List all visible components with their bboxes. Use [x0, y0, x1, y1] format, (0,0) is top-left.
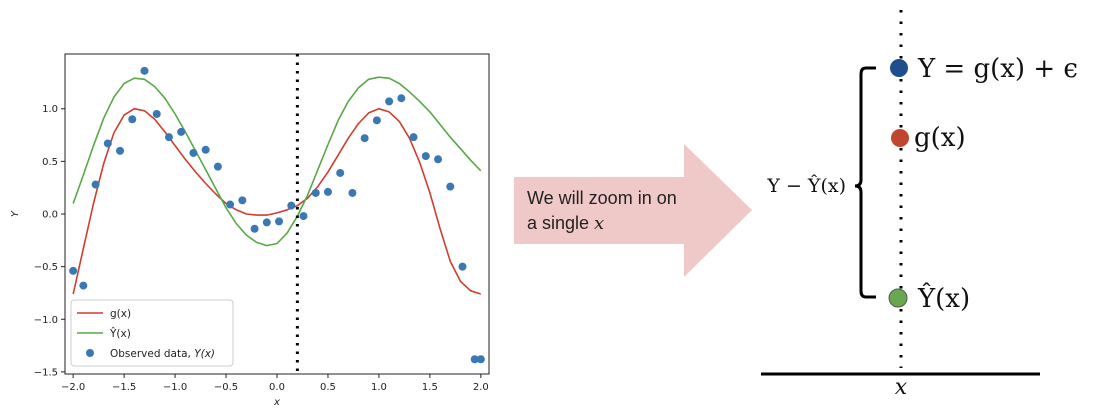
x-tick-label: 0.0	[269, 382, 285, 393]
legend-box	[70, 299, 234, 367]
observed-point	[323, 187, 332, 196]
zoom-arrow-text: We will zoom in on a single x	[527, 186, 727, 236]
observed-point	[476, 355, 485, 364]
yhat-label: Ŷ(x)	[917, 282, 970, 314]
observed-point	[262, 218, 271, 227]
observed-point	[372, 116, 381, 125]
observed-point	[360, 134, 369, 143]
observed-point	[164, 133, 173, 142]
arrow-text-line2: a single x	[527, 213, 605, 234]
observed-point	[116, 146, 125, 155]
y-observed-dot	[890, 59, 908, 77]
scatter-chart: −2.0 −1.5 −1.0 −0.5 0.0 0.5 1.0 1.5 2.0 −1.5−1.0…	[10, 53, 490, 408]
observed-point	[311, 188, 320, 197]
observed-point	[103, 139, 112, 148]
series-layer	[69, 66, 485, 364]
observed-point	[177, 127, 186, 136]
difference-brace	[854, 66, 876, 299]
x-tick-label: −1.0	[163, 382, 187, 393]
observed-point	[128, 115, 137, 124]
observed-point	[79, 281, 88, 290]
x-tick-label: −0.5	[214, 382, 238, 393]
y-axis-ticks: −1.5 −1.0 −0.5 0.0 0.5 1.0	[34, 104, 65, 378]
observed-point	[140, 66, 149, 75]
g-label: g(x)	[914, 123, 966, 153]
observed-point	[201, 145, 210, 154]
observed-point	[446, 182, 455, 191]
x-tick-label: −2.0	[61, 382, 85, 393]
legend-observed-swatch	[86, 349, 94, 357]
observed-point	[299, 212, 308, 221]
y-tick-label: 0.5	[42, 157, 58, 168]
g-dot	[891, 129, 909, 147]
y-tick-label: 1.0	[42, 104, 58, 115]
arrow-text-line1: We will zoom in on	[527, 188, 677, 208]
g-curve	[72, 107, 482, 295]
observed-point	[69, 266, 78, 275]
observed-point	[470, 355, 479, 364]
x-tick-label: −1.5	[112, 382, 136, 393]
observed-point	[287, 201, 296, 210]
observed-point	[189, 148, 198, 157]
observed-point	[409, 133, 418, 142]
legend-yhat-label: Ŷ(x)	[109, 327, 131, 340]
observed-point	[397, 94, 406, 103]
x-tick-label: 0.5	[320, 382, 336, 393]
observed-point	[348, 188, 357, 197]
observed-point	[434, 155, 443, 164]
x-tick-label: 1.0	[371, 382, 387, 393]
observed-point	[91, 180, 100, 189]
observed-point	[275, 217, 284, 226]
observed-point	[238, 196, 247, 205]
observed-point	[213, 162, 222, 171]
y-tick-label: −0.5	[34, 262, 58, 273]
observed-point	[250, 224, 259, 233]
x-tick-label: 1.5	[422, 382, 438, 393]
observed-point	[336, 168, 345, 177]
x-axis-ticks: −2.0 −1.5 −1.0 −0.5 0.0 0.5 1.0 1.5 2.0	[61, 374, 489, 393]
yhat-curve	[72, 76, 482, 247]
zoom-arrow-shape	[514, 144, 752, 277]
observed-point	[385, 97, 394, 106]
legend-observed-label: Observed data, Y(x)	[110, 348, 215, 360]
brace-label: Y − Ŷ(x)	[766, 174, 846, 197]
observed-point	[226, 200, 235, 209]
observed-point	[458, 262, 467, 271]
x-axis-label: x	[273, 397, 280, 408]
y-tick-label: −1.5	[34, 367, 58, 378]
observed-point	[421, 152, 430, 161]
legend-g-label: g(x)	[110, 308, 131, 320]
zoom-x-label: x	[895, 375, 908, 400]
zoom-diagram: x Y − Ŷ(x) Y = g(x) + ϵ g(x) Ŷ(x)	[761, 10, 1078, 400]
y-axis-label: Y	[10, 210, 21, 217]
observed-point	[152, 110, 161, 118]
legend: g(x) Ŷ(x) Observed data, Y(x)	[70, 299, 234, 367]
yhat-dot	[888, 288, 908, 308]
y-tick-label: −1.0	[34, 315, 58, 326]
y-tick-label: 0.0	[42, 210, 58, 221]
y-equation-label: Y = g(x) + ϵ	[917, 54, 1078, 84]
x-tick-label: 2.0	[473, 382, 489, 393]
